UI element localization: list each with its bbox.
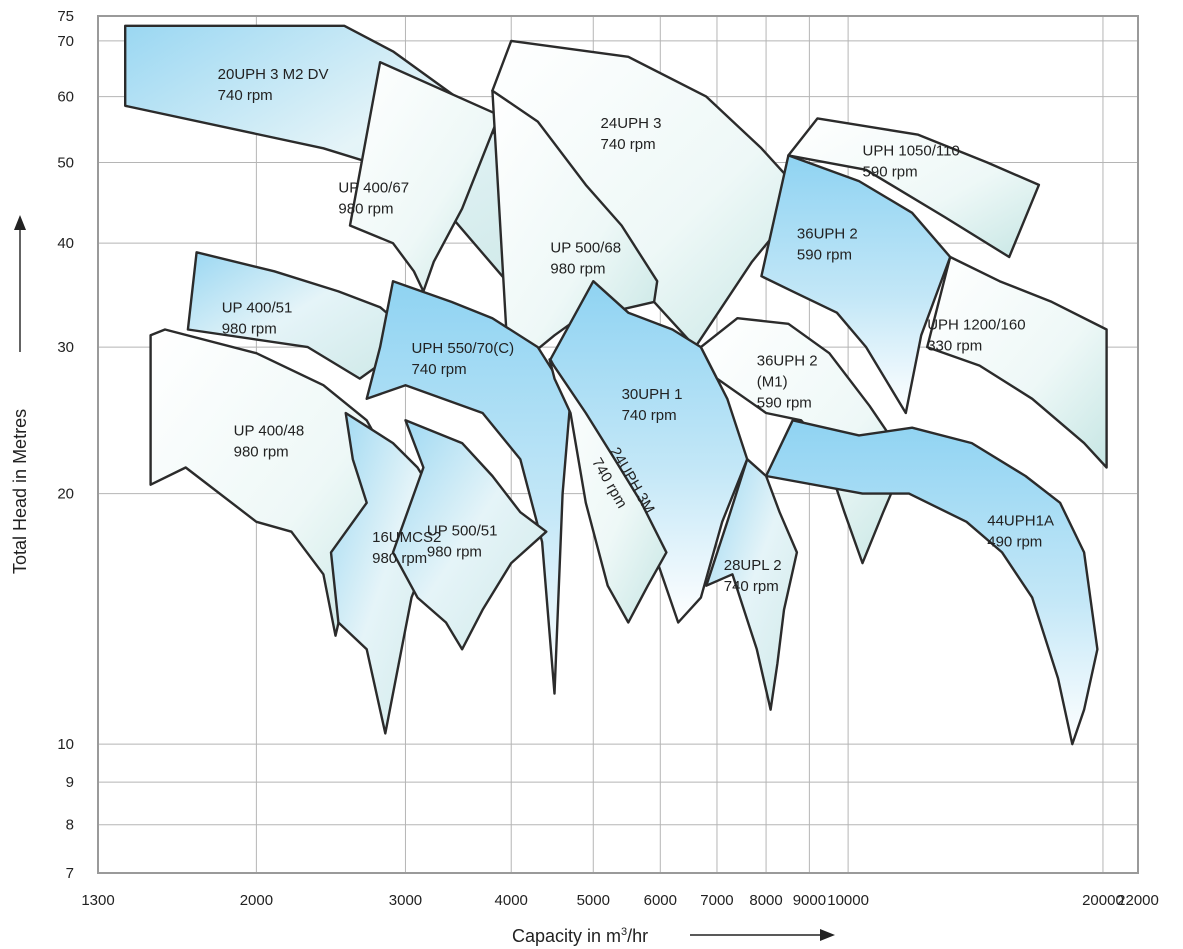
- curve-label-line: 36UPH 2: [797, 226, 858, 243]
- x-axis-title-text: Capacity in m: [512, 926, 621, 946]
- curve-label-line: 16UMCS2: [372, 529, 441, 546]
- curve-label-36uph-2-m1: 36UPH 2 (M1) 590 rpm: [757, 353, 818, 412]
- x-tick-label: 7000: [700, 892, 733, 909]
- y-tick-label: 7: [66, 865, 74, 882]
- curve-label-24uph-3: 24UPH 3 740 rpm: [601, 115, 662, 153]
- x-tick-label: 3000: [389, 892, 422, 909]
- curve-label-line: 740 rpm: [412, 361, 467, 378]
- y-axis-title: Total Head in Metres: [10, 409, 30, 574]
- pump-region-36uph-2: [760, 154, 952, 415]
- curve-label-line: 980 rpm: [338, 201, 393, 218]
- curve-label-line: 44UPH1A: [987, 513, 1054, 530]
- x-tick-label: 20000: [1082, 892, 1124, 909]
- curve-label-44uph1a: 44UPH1A 490 rpm: [987, 513, 1054, 551]
- curve-label-up-500-51: UP 500/51 980 rpm: [427, 523, 498, 561]
- curve-label-up-500-68: UP 500/68 980 rpm: [550, 239, 621, 277]
- curve-label-line: UPH 1050/110: [863, 142, 960, 159]
- y-tick-labels: 7 8 9 10 20 30 40 50 60 70 75: [57, 8, 74, 882]
- curve-label-line: 490 rpm: [987, 534, 1042, 551]
- y-tick-label: 70: [57, 33, 74, 50]
- y-tick-label: 50: [57, 155, 74, 172]
- curve-label-line: 980 rpm: [234, 443, 289, 460]
- x-axis-title-suffix: /hr: [627, 926, 648, 946]
- curve-label-line: 330 rpm: [927, 337, 982, 354]
- x-tick-label: 2000: [240, 892, 273, 909]
- pump-region-16umcs2: [329, 411, 441, 735]
- curve-label-line: 30UPH 1: [622, 386, 683, 403]
- curve-label-line: 980 rpm: [222, 321, 277, 338]
- curve-label-36uph-2: 36UPH 2 590 rpm: [797, 226, 858, 264]
- pump-region-44uph1a: [764, 419, 1099, 746]
- y-tick-label: 8: [66, 817, 74, 834]
- curve-label-16umcs2: 16UMCS2 980 rpm: [372, 529, 441, 567]
- y-tick-label: 30: [57, 339, 74, 356]
- curve-label-line: 28UPL 2: [724, 557, 782, 574]
- curve-label-line: UP 500/51: [427, 523, 498, 540]
- y-tick-label: 60: [57, 89, 74, 106]
- y-tick-label: 9: [66, 774, 74, 791]
- curve-label-uph-1050-110: UPH 1050/110 590 rpm: [863, 142, 960, 180]
- pump-region-28upl-2: [705, 458, 799, 711]
- curve-label-line: 980 rpm: [427, 544, 482, 561]
- curve-label-28upl-2: 28UPL 2 740 rpm: [724, 557, 782, 595]
- x-tick-label: 4000: [495, 892, 528, 909]
- curve-labels: 20UPH 3 M2 DV 740 rpm 24UPH 3 740 rpm UPH 10…: [218, 66, 1054, 595]
- curve-label-uph-1200-160: UPH 1200/160 330 rpm: [927, 316, 1025, 354]
- x-tick-label: 9000: [793, 892, 826, 909]
- x-axis-title: Capacity in m3/hr: [512, 926, 648, 946]
- curve-label-line: 20UPH 3 M2 DV: [218, 66, 329, 83]
- curve-label-line: UPH 550/70(C): [412, 340, 515, 357]
- pump-region-up-500-51: [391, 419, 548, 651]
- y-tick-label: 20: [57, 486, 74, 503]
- pump-region-uph-550-70-c: [365, 280, 572, 695]
- curve-label-line: UP 400/67: [338, 180, 409, 197]
- x-axis-title-sup: 3: [621, 926, 627, 938]
- x-tick-label: 6000: [644, 892, 677, 909]
- y-tick-label: 40: [57, 235, 74, 252]
- curve-label-up-400-48: UP 400/48 980 rpm: [234, 422, 305, 460]
- pump-region-uph-1050-110: [787, 117, 1041, 259]
- x-tick-label: 8000: [749, 892, 782, 909]
- y-axis-arrow: [14, 215, 26, 352]
- x-axis-arrow: [690, 929, 835, 941]
- curve-label-line: 590 rpm: [863, 163, 918, 180]
- pump-region-uph-1200-160: [926, 255, 1108, 469]
- x-tick-label: 22000: [1117, 892, 1159, 909]
- curve-label-up-400-67: UP 400/67 980 rpm: [338, 180, 409, 218]
- curve-label-line: UP 500/68: [550, 239, 621, 256]
- x-tick-label: 5000: [577, 892, 610, 909]
- curve-label-line: UP 400/48: [234, 422, 305, 439]
- x-tick-label: 10000: [827, 892, 869, 909]
- curve-label-line: 36UPH 2: [757, 353, 818, 370]
- curve-label-line: 590 rpm: [797, 247, 852, 264]
- curve-label-line: 590 rpm: [757, 395, 812, 412]
- curve-label-line: 740 rpm: [218, 87, 273, 104]
- pump-region-36uph-2-m1: [699, 317, 907, 565]
- curve-label-line: 980 rpm: [550, 260, 605, 277]
- curve-label-line: UP 400/51: [222, 300, 293, 317]
- x-tick-labels: 1300 2000 3000 4000 5000 6000 7000 8000 9000 1000…: [81, 892, 1159, 909]
- curve-label-line: 740 rpm: [622, 407, 677, 424]
- y-tick-label: 10: [57, 736, 74, 753]
- curve-label-line: UPH 1200/160: [927, 316, 1025, 333]
- pump-regions: [123, 24, 1108, 746]
- curve-label-20uph-3-m2-dv: 20UPH 3 M2 DV 740 rpm: [218, 66, 329, 104]
- curve-label-line: 740 rpm: [601, 136, 656, 153]
- curve-label-line: (M1): [757, 374, 788, 391]
- plot-frame: [97, 15, 1139, 874]
- pump-region-24uph-3m: [548, 358, 668, 624]
- curve-label-up-400-51: UP 400/51 980 rpm: [222, 300, 293, 338]
- curve-label-line: 24UPH 3: [601, 115, 662, 132]
- x-tick-label: 1300: [81, 892, 114, 909]
- curve-label-line: 980 rpm: [372, 550, 427, 567]
- curve-label-30uph-1: 30UPH 1 740 rpm: [622, 386, 683, 424]
- y-tick-label: 75: [57, 8, 74, 25]
- curve-label-line: 740 rpm: [724, 578, 779, 595]
- curve-label-uph-550-70-c: UPH 550/70(C) 740 rpm: [412, 340, 515, 378]
